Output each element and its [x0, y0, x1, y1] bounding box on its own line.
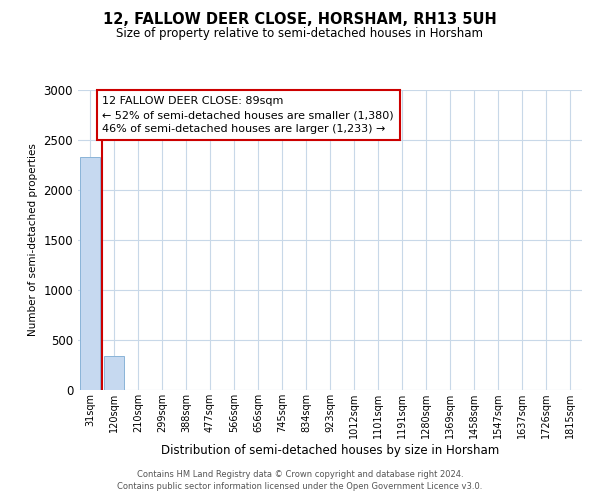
Bar — [104, 356, 124, 390]
Y-axis label: Number of semi-detached properties: Number of semi-detached properties — [28, 144, 38, 336]
X-axis label: Distribution of semi-detached houses by size in Horsham: Distribution of semi-detached houses by … — [161, 444, 499, 457]
Bar — [80, 157, 100, 390]
Text: Contains public sector information licensed under the Open Government Licence v3: Contains public sector information licen… — [118, 482, 482, 491]
Text: 12, FALLOW DEER CLOSE, HORSHAM, RH13 5UH: 12, FALLOW DEER CLOSE, HORSHAM, RH13 5UH — [103, 12, 497, 28]
Text: 12 FALLOW DEER CLOSE: 89sqm
← 52% of semi-detached houses are smaller (1,380)
46: 12 FALLOW DEER CLOSE: 89sqm ← 52% of sem… — [103, 96, 394, 134]
Text: Contains HM Land Registry data © Crown copyright and database right 2024.: Contains HM Land Registry data © Crown c… — [137, 470, 463, 479]
Text: Size of property relative to semi-detached houses in Horsham: Size of property relative to semi-detach… — [116, 28, 484, 40]
